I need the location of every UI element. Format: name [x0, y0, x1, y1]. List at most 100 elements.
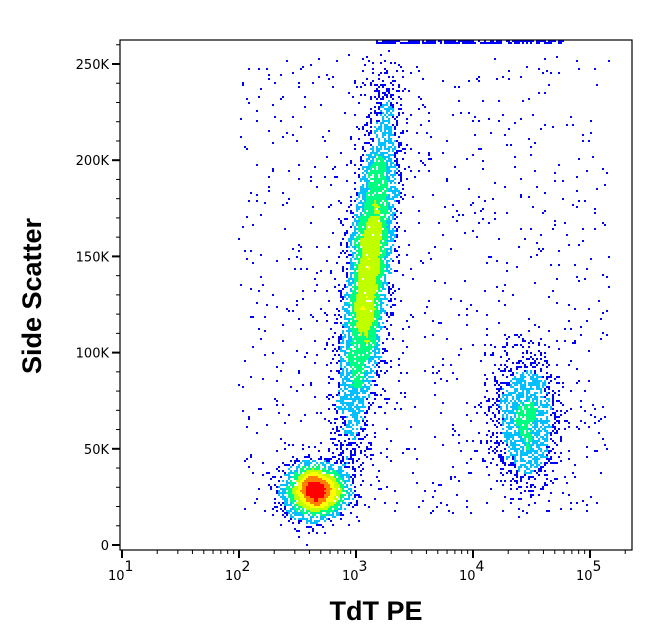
density-bin	[346, 298, 348, 300]
density-bin	[392, 292, 394, 294]
density-bin	[484, 200, 486, 202]
density-bin	[536, 364, 538, 366]
density-bin	[354, 308, 356, 310]
density-bin	[386, 160, 388, 162]
density-bin	[298, 476, 300, 478]
density-bin	[366, 194, 368, 196]
density-bin	[306, 486, 308, 488]
density-bin	[360, 364, 362, 366]
density-bin	[366, 354, 368, 356]
density-bin	[366, 312, 368, 314]
density-bin	[472, 230, 474, 232]
density-bin	[348, 372, 350, 374]
density-bin	[368, 242, 370, 244]
density-bin	[326, 486, 328, 488]
density-bin	[526, 448, 528, 450]
density-bin	[364, 210, 366, 212]
density-bin	[396, 210, 398, 212]
density-bin	[396, 402, 398, 404]
density-bin	[366, 238, 368, 240]
density-bin	[494, 448, 496, 450]
density-bin	[336, 504, 338, 506]
density-bin	[356, 210, 358, 212]
density-bin	[520, 422, 522, 424]
density-bin	[522, 374, 524, 376]
density-bin	[384, 164, 386, 166]
density-bin	[374, 214, 376, 216]
density-bin	[360, 428, 362, 430]
density-bin	[384, 148, 386, 150]
density-bin	[366, 202, 368, 204]
density-bin	[376, 120, 378, 122]
density-bin	[304, 106, 306, 108]
density-bin	[300, 68, 302, 70]
density-bin	[386, 140, 388, 142]
density-bin	[356, 358, 358, 360]
density-bin	[334, 348, 336, 350]
density-bin	[368, 218, 370, 220]
density-bin	[380, 316, 382, 318]
density-bin	[538, 388, 540, 390]
density-bin	[316, 520, 318, 522]
density-bin	[336, 492, 338, 494]
density-bin	[366, 270, 368, 272]
density-bin	[354, 292, 356, 294]
density-bin	[364, 330, 366, 332]
density-bin	[394, 128, 396, 130]
density-bin	[530, 490, 532, 492]
density-bin	[396, 120, 398, 122]
density-bin	[368, 254, 370, 256]
density-bin	[348, 330, 350, 332]
density-bin	[358, 496, 360, 498]
density-bin	[364, 188, 366, 190]
density-bin	[380, 124, 382, 126]
density-bin	[504, 364, 506, 366]
density-bin	[396, 152, 398, 154]
density-bin	[370, 312, 372, 314]
density-bin	[268, 190, 270, 192]
density-bin	[526, 414, 528, 416]
density-bin	[366, 334, 368, 336]
density-bin	[540, 412, 542, 414]
density-bin	[354, 414, 356, 416]
density-bin	[368, 358, 370, 360]
density-bin	[366, 190, 368, 192]
density-bin	[390, 130, 392, 132]
density-bin	[330, 514, 332, 516]
density-bin	[374, 168, 376, 170]
density-bin	[368, 134, 370, 136]
density-bin	[258, 96, 260, 98]
density-bin	[360, 242, 362, 244]
density-bin	[378, 180, 380, 182]
density-bin	[458, 434, 460, 436]
density-bin	[390, 186, 392, 188]
density-bin	[550, 426, 552, 428]
density-bin	[310, 502, 312, 504]
density-bin	[524, 464, 526, 466]
density-bin	[354, 324, 356, 326]
density-bin	[384, 326, 386, 328]
density-bin	[394, 250, 396, 252]
density-bin	[384, 264, 386, 266]
density-bin	[362, 328, 364, 330]
density-bin	[312, 508, 314, 510]
density-bin	[530, 486, 532, 488]
density-bin	[366, 230, 368, 232]
density-bin	[522, 372, 524, 374]
density-bin	[334, 444, 336, 446]
density-bin	[374, 106, 376, 108]
density-bin	[374, 302, 376, 304]
density-bin	[356, 494, 358, 496]
density-bin	[350, 196, 352, 198]
density-bin	[378, 336, 380, 338]
density-bin	[390, 96, 392, 98]
density-bin	[476, 412, 478, 414]
density-bin	[572, 342, 574, 344]
density-bin	[530, 450, 532, 452]
density-bin	[390, 214, 392, 216]
density-bin	[376, 176, 378, 178]
density-bin	[342, 372, 344, 374]
density-bin	[392, 142, 394, 144]
density-bin	[366, 154, 368, 156]
density-bin	[502, 474, 504, 476]
